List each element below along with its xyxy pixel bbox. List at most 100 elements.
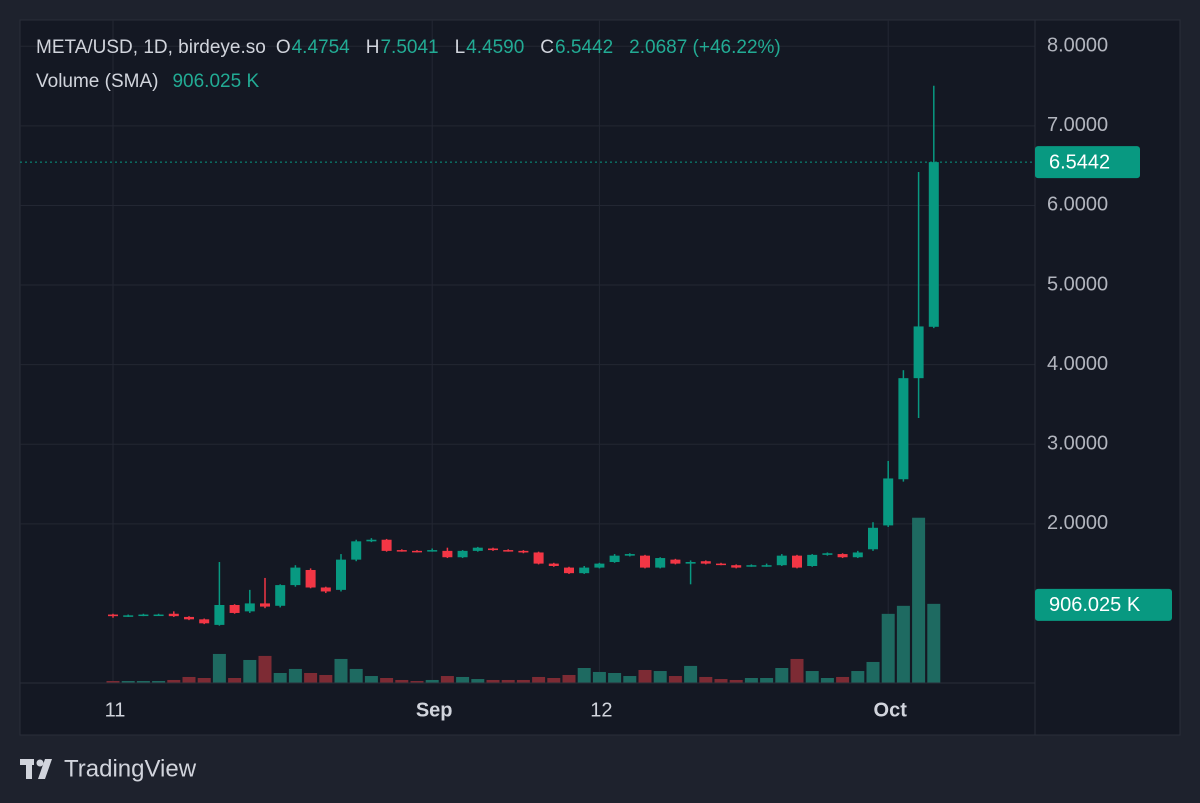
ohlc-key: L	[454, 37, 466, 58]
x-tick-label: Sep	[416, 699, 453, 721]
volume-bar	[851, 671, 865, 683]
candle-body	[928, 162, 939, 327]
candle-body	[594, 563, 605, 568]
volume-title: Volume (SMA)	[36, 71, 159, 92]
candle-body	[609, 555, 620, 563]
candle-body	[746, 565, 757, 567]
candle-body	[442, 550, 453, 558]
volume-bar	[912, 517, 926, 683]
candle-body	[655, 558, 666, 568]
ohlc-value: 6.5442	[555, 37, 614, 58]
ohlc-key: C	[540, 37, 555, 58]
volume-sma-box	[1035, 588, 1172, 621]
volume-bar	[334, 658, 348, 683]
volume-bar	[623, 676, 637, 683]
candle-body	[290, 567, 301, 586]
volume-bar	[896, 605, 910, 683]
candle-body	[731, 565, 742, 568]
volume-bar	[152, 681, 166, 683]
candle-body	[518, 550, 529, 553]
candle-body	[548, 563, 559, 566]
candle-body	[153, 614, 164, 617]
candle-body	[913, 326, 924, 379]
axes: 2.0000 3.0000 4.0000 5.0000 6.0000 7.0000 8.00…	[20, 20, 1172, 735]
volume-layer	[106, 517, 941, 683]
volume-bar	[820, 677, 834, 683]
brand-name: TradingView	[64, 755, 197, 782]
legend-line: META/USD, 1D, birdeye.so O 4.4754 H 7.5041 L…	[36, 37, 781, 59]
volume-bar	[410, 681, 424, 683]
volume-bar	[121, 681, 135, 683]
volume-bar	[167, 679, 181, 683]
volume-bar	[744, 677, 758, 683]
volume-bar	[197, 677, 211, 683]
candle-body	[776, 555, 787, 566]
candle-body	[640, 555, 650, 568]
candle-body	[457, 550, 468, 558]
volume-bar	[836, 676, 850, 683]
volume-bar	[714, 679, 728, 683]
grid	[20, 20, 1035, 683]
chart-panel	[19, 19, 1181, 736]
candle-body	[488, 548, 498, 551]
candle-body	[214, 605, 225, 625]
candle-body	[381, 539, 392, 551]
volume-bar	[258, 655, 272, 683]
candle-body	[700, 561, 711, 564]
candle-body	[822, 553, 833, 555]
volume-bar	[471, 679, 485, 683]
volume-bar	[805, 671, 819, 683]
candle-body	[229, 605, 240, 613]
volume-bar	[638, 669, 652, 683]
candle-body	[670, 559, 681, 564]
volume-legend: Volume (SMA) 906.025 K	[36, 71, 259, 93]
volume-bar	[927, 603, 941, 683]
candle-body	[351, 541, 362, 560]
volume-bar	[562, 674, 576, 683]
y-tick-label: 2.0000	[1047, 512, 1108, 534]
ohlc-key: O	[275, 37, 291, 58]
candle-body	[579, 567, 590, 574]
candle-body	[761, 565, 772, 567]
volume-sma-label: 906.025 K	[1049, 594, 1141, 616]
ohlc-value: 4.4590	[466, 37, 525, 58]
volume-bar	[456, 676, 470, 683]
volume-bar	[775, 667, 789, 683]
volume-bar	[395, 679, 409, 683]
volume-bar	[760, 677, 774, 683]
volume-bar	[532, 676, 546, 683]
volume-bar	[440, 676, 454, 683]
volume-bar	[668, 676, 682, 683]
candle-body	[503, 550, 514, 552]
volume-bar	[547, 677, 561, 683]
volume-bar	[577, 667, 591, 683]
last-price-box	[1035, 146, 1140, 179]
volume-bar	[866, 661, 880, 683]
volume-bar	[182, 676, 196, 683]
y-tick-label: 8.0000	[1047, 35, 1108, 57]
volume-bar	[364, 676, 378, 683]
candle-body	[868, 527, 878, 550]
candle-body	[336, 559, 346, 590]
candle-body	[533, 552, 544, 564]
candle-body	[168, 613, 179, 617]
brand-logo	[20, 759, 52, 779]
candle-body	[883, 478, 894, 526]
volume-bar	[243, 659, 257, 683]
x-tick-label: 12	[590, 699, 612, 721]
candle-body	[199, 619, 210, 624]
volume-bar	[228, 677, 242, 683]
candle-body	[685, 562, 696, 564]
volume-bar	[592, 671, 606, 683]
volume-bar	[501, 679, 515, 683]
volume-bar	[684, 665, 698, 683]
logo-part	[38, 759, 52, 779]
candle-body	[275, 585, 286, 606]
volume-bar	[729, 679, 743, 683]
y-tick-label: 7.0000	[1047, 114, 1108, 136]
legend-title: META/USD, 1D, birdeye.so	[36, 37, 266, 58]
ohlc-value: 7.5041	[380, 37, 439, 58]
volume-bar	[881, 613, 895, 683]
